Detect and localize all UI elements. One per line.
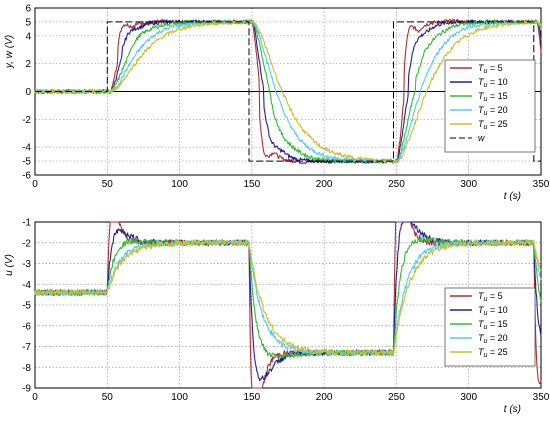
legend-label: w — [478, 133, 485, 143]
legend-label-main: T — [478, 291, 485, 301]
y-tick-label: -1 — [22, 218, 31, 229]
legend-label-rest: = 10 — [487, 77, 507, 87]
legend-label: Tu = 5 — [478, 63, 503, 75]
legend-label-sub: u — [484, 124, 488, 131]
x-tick-label: 100 — [171, 179, 188, 190]
legend-label: Tu = 10 — [478, 77, 508, 89]
y-tick-label: 0 — [25, 87, 31, 98]
legend-label-rest: = 15 — [487, 91, 507, 101]
legend-label-sub: u — [484, 324, 488, 331]
legend-label-sub: u — [484, 296, 488, 303]
legend-label-main: T — [478, 333, 485, 343]
x-tick-label: 150 — [244, 392, 261, 403]
y-tick-label: -6 — [22, 321, 31, 332]
legend-label: Tu = 15 — [478, 319, 508, 331]
y-tick-label: -2 — [22, 115, 31, 126]
legend-label-sub: u — [484, 338, 488, 345]
x-tick-label: 250 — [388, 179, 405, 190]
y-tick-label: -3 — [22, 259, 31, 270]
legend-label: Tu = 20 — [478, 105, 508, 117]
x-tick-label: 0 — [32, 179, 38, 190]
series-line-2 — [34, 19, 542, 164]
legend-label-sub: u — [484, 110, 488, 117]
legend-label-main: T — [478, 105, 485, 115]
legend-label: Tu = 20 — [478, 333, 508, 345]
legend-label-rest: = 20 — [487, 105, 507, 115]
x-tick-label: 300 — [460, 392, 477, 403]
x-tick-label: 300 — [460, 179, 477, 190]
legend-label: Tu = 25 — [478, 347, 508, 359]
y-tick-label: 2 — [25, 59, 31, 70]
series-line-5 — [34, 19, 542, 164]
x-tick-label: 250 — [388, 392, 405, 403]
y-tick-label: -7 — [22, 342, 31, 353]
legend-label: Tu = 25 — [478, 119, 508, 131]
legend-label-rest: = 15 — [487, 319, 507, 329]
legend-label-main: T — [478, 347, 485, 357]
legend-label-main: T — [478, 63, 485, 73]
legend-label-rest: = 5 — [487, 291, 502, 301]
y-tick-label: -5 — [22, 301, 31, 312]
y-tick-label: -5 — [22, 157, 31, 168]
y-axis-label: u (V) — [4, 254, 15, 276]
y-tick-label: -4 — [22, 143, 31, 154]
x-tick-label: 350 — [533, 179, 550, 190]
legend-box — [444, 59, 536, 153]
legend-label-main: T — [478, 91, 485, 101]
y-tick-label: -8 — [22, 363, 31, 374]
y-tick-label: -6 — [22, 171, 31, 182]
legend-label-main: w — [478, 133, 485, 143]
x-tick-label: 200 — [316, 392, 333, 403]
y-tick-label: -9 — [22, 384, 31, 395]
y-tick-label: -4 — [22, 280, 31, 291]
series-line-5 — [34, 239, 542, 357]
legend-label-main: T — [478, 77, 485, 87]
x-tick-label: 0 — [32, 392, 38, 403]
y-tick-label: 6 — [25, 4, 31, 15]
legend-label-sub: u — [484, 82, 488, 89]
plot-panel-2: 0 50 100 150 200 250 300 350 -1 -2 -3 -4 -5 -6 -7 -8 -9 u… — [4, 218, 550, 416]
x-axis-label: t (s) — [504, 404, 521, 415]
y-tick-label: 5 — [25, 17, 31, 28]
plot-panel-1: 0 50 100 150 200 250 300 350 6 5 4 2 0 -2 -4 -5 -6 y, w (… — [4, 4, 550, 203]
legend-label-rest: = 10 — [487, 305, 507, 315]
x-tick-label: 350 — [533, 392, 550, 403]
y-tick-label: 4 — [25, 31, 31, 42]
x-tick-label: 50 — [102, 179, 114, 190]
legend-label-main: T — [478, 319, 485, 329]
y-axis-label: y, w (V) — [4, 35, 15, 69]
legend-label-sub: u — [484, 352, 488, 359]
legend-label-sub: u — [484, 96, 488, 103]
legend-label-rest: = 25 — [487, 347, 507, 357]
legend-label: Tu = 5 — [478, 291, 503, 303]
y-tick-label: -2 — [22, 238, 31, 249]
legend-label-rest: = 5 — [487, 63, 502, 73]
series-line-4 — [34, 239, 542, 357]
legend-label: Tu = 10 — [478, 305, 508, 317]
legend-label-sub: u — [484, 68, 488, 75]
legend-label-main: T — [478, 305, 485, 315]
x-tick-label: 50 — [102, 392, 114, 403]
legend-label-sub: u — [484, 310, 488, 317]
x-tick-label: 200 — [316, 179, 333, 190]
legend-label-rest: = 25 — [487, 119, 507, 129]
legend-label: Tu = 15 — [478, 91, 508, 103]
x-tick-label: 100 — [171, 392, 188, 403]
legend-label-main: T — [478, 119, 485, 129]
plot-frame — [34, 221, 542, 389]
x-tick-label: 150 — [244, 179, 261, 190]
x-axis-label: t (s) — [504, 191, 521, 202]
legend-label-rest: = 20 — [487, 333, 507, 343]
series-line-3 — [34, 19, 542, 164]
legend-box — [444, 287, 536, 367]
